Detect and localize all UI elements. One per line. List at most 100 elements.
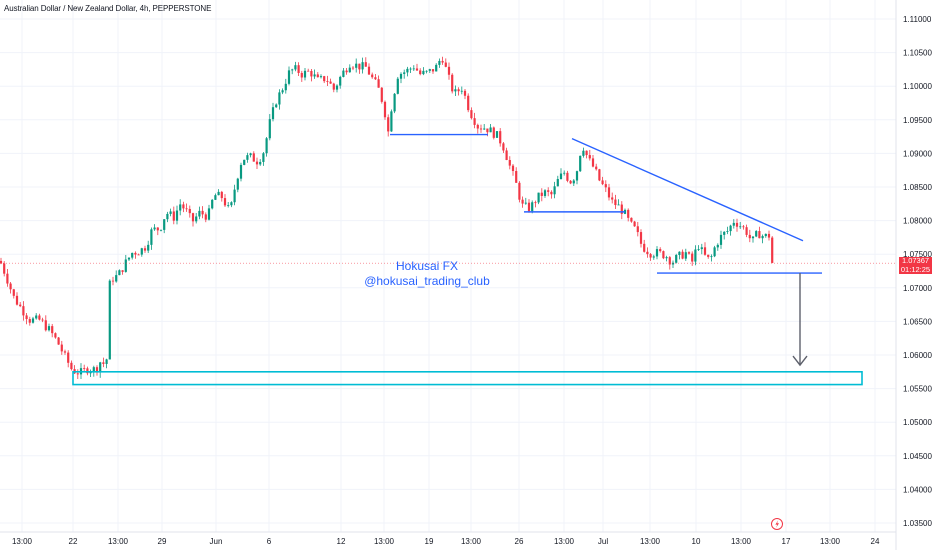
candle [201, 206, 204, 219]
candle [390, 109, 393, 132]
candle-body [559, 173, 563, 180]
candle [332, 82, 335, 93]
candle [473, 112, 476, 129]
candle [582, 147, 585, 158]
candle [76, 369, 79, 379]
candle-body [310, 70, 313, 77]
candle-body [259, 161, 262, 165]
candle-body [297, 65, 300, 73]
candle-body [118, 270, 121, 276]
candle [211, 198, 214, 210]
candle-body [358, 63, 361, 70]
candle [595, 163, 598, 171]
time-tick-label: 13:00 [554, 537, 575, 546]
candle-body [675, 254, 678, 263]
candle-body [342, 70, 345, 77]
candle-body [524, 202, 527, 204]
candle-body [732, 222, 735, 226]
candle [214, 193, 217, 200]
candle [387, 114, 390, 137]
candle [598, 168, 601, 182]
candle-body [399, 73, 403, 79]
candle-body [147, 244, 150, 251]
candle-body [51, 326, 54, 334]
candle-body [630, 217, 633, 222]
candle-body [735, 222, 739, 227]
candle [444, 58, 447, 68]
candle [310, 68, 313, 82]
candle [323, 75, 326, 84]
last-price-value: 1.07367 [901, 256, 930, 266]
candle-body [15, 295, 19, 305]
candle-body [697, 249, 700, 250]
candle-body [540, 192, 543, 196]
flash-icon[interactable] [771, 518, 783, 530]
candle-body [294, 65, 297, 70]
candle [579, 155, 582, 173]
candle-body [156, 227, 159, 231]
candle [745, 224, 748, 238]
candle [316, 72, 319, 78]
candle [319, 74, 323, 79]
candle-body [44, 320, 47, 331]
candle-body [729, 225, 732, 232]
candle [719, 230, 723, 249]
candle-body [739, 226, 742, 228]
candle [150, 227, 153, 250]
candle-body [243, 159, 246, 165]
candle-body [652, 256, 655, 258]
candle [191, 212, 195, 227]
candle-body [207, 208, 211, 220]
price-axis[interactable]: 1.11000 1.10500 1.10000 1.09500 1.09000 1.085… [903, 15, 932, 528]
candle [566, 170, 569, 183]
candle [726, 226, 729, 235]
candle [246, 152, 249, 163]
candle [655, 246, 659, 260]
candle-body [233, 189, 236, 203]
candle-body [172, 211, 175, 221]
candle [63, 349, 67, 355]
candle-body [361, 62, 364, 70]
candle [687, 251, 691, 255]
candle-body [575, 171, 579, 181]
candle [767, 230, 771, 241]
candle [703, 242, 707, 256]
candle-body [137, 254, 140, 256]
time-tick-label: 13:00 [374, 537, 395, 546]
time-axis[interactable]: 13:00 22 13:00 29 Jun 6 12 13:00 19 13:00 26 13:00 J… [12, 537, 880, 546]
candle [761, 234, 764, 244]
candle-body [300, 72, 303, 78]
candle [457, 87, 460, 96]
candle [771, 236, 774, 264]
candle [22, 301, 25, 321]
time-tick-label: 13:00 [12, 537, 33, 546]
bar-countdown: 01:12:25 [900, 264, 931, 274]
candle-body [713, 247, 716, 257]
candle-body [566, 172, 569, 181]
candle-body [691, 253, 694, 262]
candle [643, 239, 646, 253]
candle-body [617, 204, 620, 206]
candle [614, 194, 617, 209]
candle [694, 245, 697, 266]
candle [291, 68, 294, 75]
candle-body [38, 315, 41, 320]
candle-body [76, 373, 79, 375]
candle [633, 220, 636, 227]
candle [147, 240, 150, 254]
candle [51, 323, 54, 338]
candle-body [54, 333, 57, 338]
candle-body [694, 249, 697, 262]
candle-body [479, 128, 483, 130]
candle [636, 221, 639, 237]
candle [73, 365, 76, 375]
candle-body [271, 107, 275, 120]
price-tick-label: 1.08000 [903, 217, 932, 226]
candle-body [329, 81, 332, 84]
candle [313, 69, 316, 79]
candle-body [67, 352, 70, 363]
candle-body [335, 85, 339, 90]
candle-body [476, 124, 479, 129]
candle-body [275, 104, 278, 108]
